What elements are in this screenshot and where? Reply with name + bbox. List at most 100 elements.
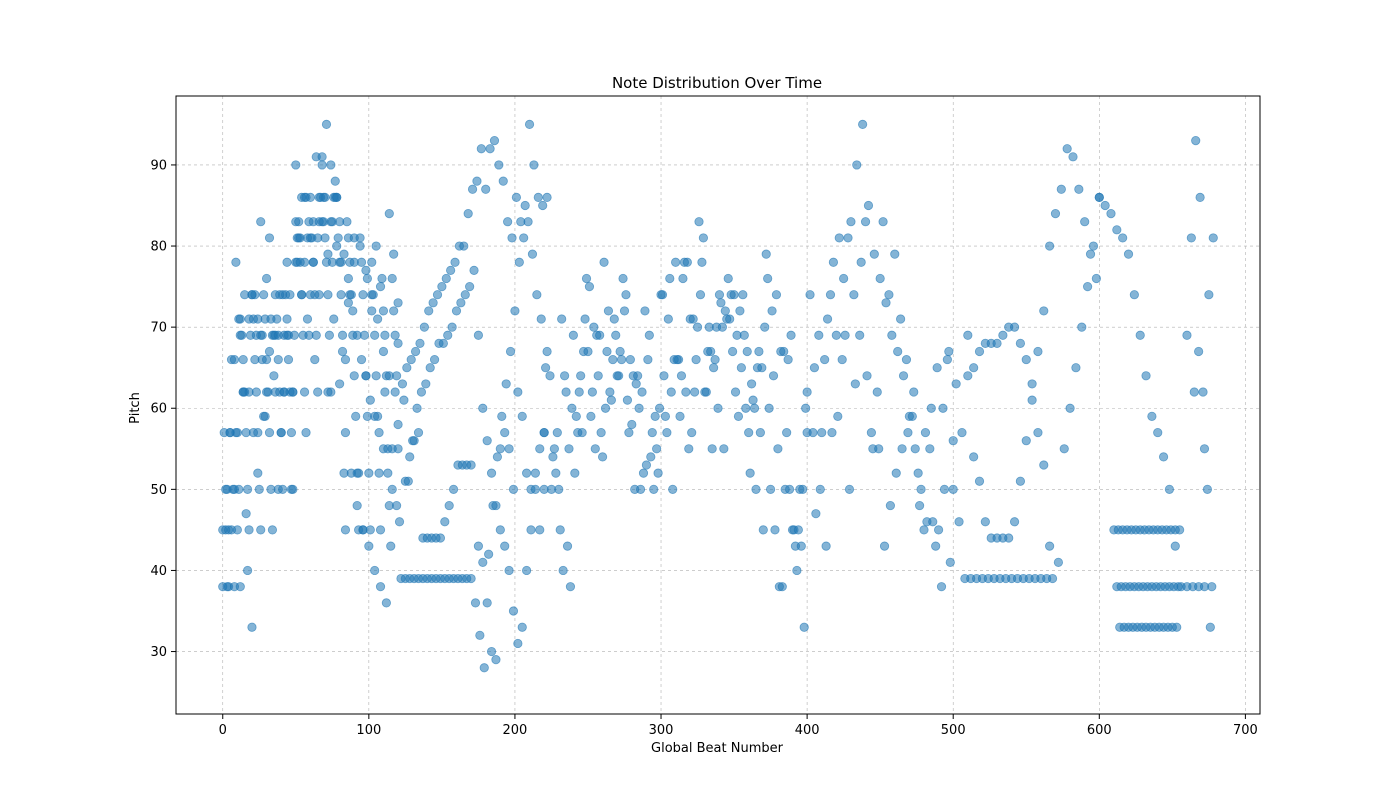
scatter-point xyxy=(646,452,656,462)
scatter-point xyxy=(463,208,473,219)
scatter-point xyxy=(811,509,821,519)
scatter-point xyxy=(394,517,405,527)
scatter-point xyxy=(954,517,964,527)
scatter-point xyxy=(584,281,595,292)
scatter-point xyxy=(957,427,967,438)
scatter-point xyxy=(355,241,365,251)
scatter-point xyxy=(609,314,619,324)
scatter-point xyxy=(371,241,381,251)
scatter-point xyxy=(919,525,929,535)
scatter-point xyxy=(397,379,408,389)
scatter-point xyxy=(235,582,245,592)
scatter-point xyxy=(440,517,450,527)
scatter-point xyxy=(681,387,691,397)
scatter-point xyxy=(241,509,251,519)
scatter-point xyxy=(844,484,855,494)
scatter-point xyxy=(448,484,459,494)
scatter-point xyxy=(938,403,948,413)
scatter-point xyxy=(513,638,523,649)
scatter-point xyxy=(326,160,336,170)
scatter-point xyxy=(682,257,692,267)
scatter-point xyxy=(925,444,935,454)
scatter-point xyxy=(370,411,380,421)
scatter-point xyxy=(495,444,505,454)
scatter-point xyxy=(405,452,415,462)
scatter-point xyxy=(259,290,269,300)
x-axis-ticks: 0 100 200 300 400 500 600 700 xyxy=(219,714,1258,738)
scatter-point xyxy=(389,249,399,259)
scatter-point xyxy=(486,646,497,657)
scatter-point xyxy=(498,176,508,186)
scatter-point xyxy=(491,655,501,665)
scatter-point xyxy=(622,395,633,405)
scatter-point xyxy=(1205,622,1215,632)
scatter-point xyxy=(432,290,443,300)
scatter-point xyxy=(429,354,440,365)
scatter-point xyxy=(879,541,890,551)
scatter-point xyxy=(367,290,377,300)
scatter-point xyxy=(387,444,397,454)
scatter-point xyxy=(855,330,865,340)
scatter-point xyxy=(299,387,310,397)
scatter-point xyxy=(349,371,359,381)
scatter-point xyxy=(1065,403,1075,413)
scatter-point xyxy=(299,192,310,202)
scatter-point xyxy=(948,436,958,446)
scatter-point xyxy=(884,290,894,300)
scatter-point xyxy=(714,290,725,300)
scatter-point xyxy=(384,371,394,381)
scatter-point xyxy=(903,427,913,438)
scatter-point xyxy=(872,387,882,397)
scatter-point xyxy=(840,330,850,340)
scatter-point xyxy=(424,306,434,316)
scatter-point xyxy=(330,192,340,202)
x-tick-label: 200 xyxy=(503,723,528,738)
scatter-point xyxy=(625,354,635,365)
scatter-point xyxy=(370,565,380,576)
y-tick-label: 80 xyxy=(150,240,167,255)
scatter-point xyxy=(535,525,545,535)
scatter-point xyxy=(1053,557,1063,567)
scatter-point xyxy=(606,395,616,405)
scatter-point xyxy=(942,354,952,365)
scatter-point xyxy=(466,573,476,584)
scatter-point xyxy=(697,257,707,267)
scatter-point xyxy=(238,387,248,397)
scatter-point xyxy=(364,541,374,551)
scatter-point xyxy=(885,500,895,511)
scatter-point xyxy=(492,452,503,462)
scatter-point xyxy=(565,582,576,592)
scatter-point xyxy=(348,306,358,316)
scatter-point xyxy=(285,290,295,300)
scatter-point xyxy=(768,371,779,381)
scatter-point xyxy=(326,217,336,227)
scatter-point xyxy=(654,403,665,413)
scatter-point xyxy=(336,257,346,267)
scatter-point xyxy=(815,484,825,494)
scatter-point xyxy=(969,363,979,373)
scatter-point xyxy=(852,160,862,170)
scatter-point xyxy=(728,346,738,357)
scatter-point xyxy=(1158,452,1169,462)
scatter-point xyxy=(375,582,386,592)
scatter-point xyxy=(593,371,603,381)
scatter-point xyxy=(406,354,416,365)
scatter-point xyxy=(1027,379,1037,389)
scatter-point xyxy=(1100,200,1110,211)
scatter-point xyxy=(767,306,777,316)
scatter-point xyxy=(920,427,931,438)
scatter-point xyxy=(713,403,723,413)
scatter-point xyxy=(526,525,536,535)
scatter-point xyxy=(831,330,841,340)
scatter-point xyxy=(513,387,523,397)
scatter-point xyxy=(747,379,757,389)
scatter-point xyxy=(367,306,377,316)
scatter-point xyxy=(562,541,573,551)
chart-title: Note Distribution Over Time xyxy=(612,74,822,92)
scatter-point xyxy=(380,387,390,397)
scatter-point xyxy=(643,354,653,365)
scatter-point xyxy=(261,273,272,284)
scatter-point xyxy=(256,525,266,535)
scatter-point xyxy=(495,525,505,535)
scatter-point xyxy=(488,500,498,511)
